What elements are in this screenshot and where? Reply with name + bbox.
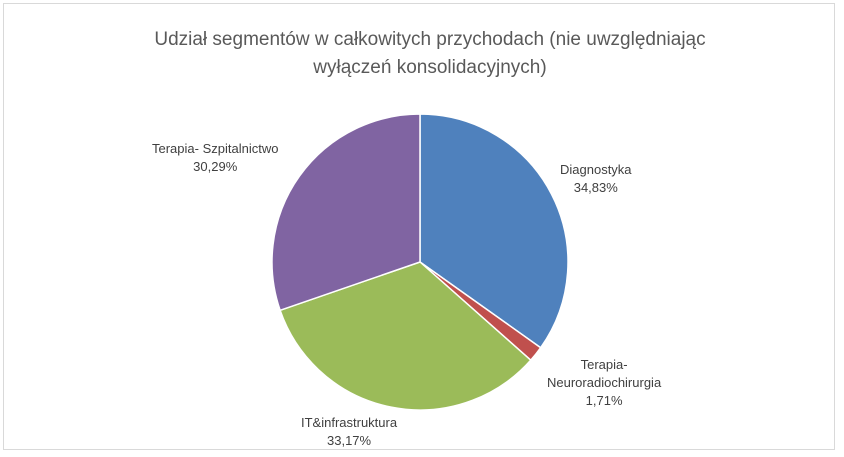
- slice-percent: 30,29%: [193, 159, 238, 174]
- pie-slice-3: [271, 113, 421, 312]
- slice-category-line-1: Terapia-: [580, 357, 628, 372]
- pie-slice-2: [279, 261, 532, 411]
- slice-percent: 1,71%: [585, 393, 623, 408]
- slice-label-it-infrastruktura: IT&infrastruktura 33,17%: [301, 414, 397, 450]
- slice-category: Diagnostyka: [560, 162, 632, 177]
- slice-category: Terapia- Szpitalnictwo: [152, 141, 279, 156]
- slice-percent: 34,83%: [573, 180, 618, 195]
- slice-percent: 33,17%: [327, 433, 372, 448]
- slice-label-neuroradiochirurgia: Terapia- Neuroradiochirurgia 1,71%: [547, 356, 661, 410]
- slice-category: IT&infrastruktura: [301, 415, 398, 430]
- slice-label-szpitalnictwo: Terapia- Szpitalnictwo 30,29%: [152, 140, 278, 176]
- slice-category-line-2: Neuroradiochirurgia: [547, 375, 662, 390]
- slice-category: Terapia- Neuroradiochirurgia: [547, 356, 661, 392]
- pie-slice-0: [419, 113, 569, 349]
- chart-title: Udział segmentów w całkowitych przychoda…: [154, 29, 706, 78]
- slice-label-diagnostyka: Diagnostyka 34,83%: [560, 161, 632, 197]
